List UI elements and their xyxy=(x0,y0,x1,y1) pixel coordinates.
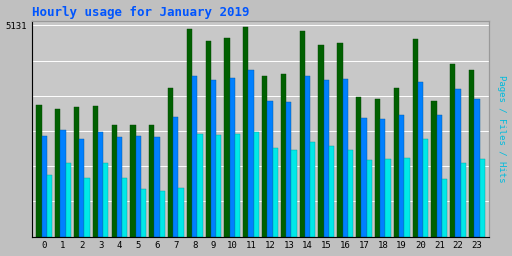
Bar xyxy=(93,106,98,237)
Bar xyxy=(197,134,203,237)
Bar xyxy=(230,78,235,237)
Bar xyxy=(375,99,380,237)
Bar xyxy=(267,101,272,237)
Bar xyxy=(141,189,146,237)
Bar xyxy=(112,125,117,237)
Bar xyxy=(173,117,179,237)
Bar xyxy=(36,105,41,237)
Bar xyxy=(179,188,184,237)
Bar xyxy=(413,39,418,237)
Bar xyxy=(442,178,447,237)
Bar xyxy=(60,130,66,237)
Bar xyxy=(103,163,109,237)
Bar xyxy=(404,158,410,237)
Bar xyxy=(47,175,52,237)
Bar xyxy=(224,38,230,237)
Bar xyxy=(380,119,386,237)
Bar xyxy=(310,142,315,237)
Bar xyxy=(155,136,160,237)
Bar xyxy=(281,74,286,237)
Bar xyxy=(399,115,404,237)
Bar xyxy=(480,159,485,237)
Bar xyxy=(41,136,47,237)
Bar xyxy=(386,159,391,237)
Bar xyxy=(272,148,278,237)
Bar xyxy=(243,27,248,237)
Bar xyxy=(206,41,211,237)
Bar xyxy=(254,132,259,237)
Bar xyxy=(291,150,296,237)
Bar xyxy=(187,29,192,237)
Bar xyxy=(248,70,254,237)
Bar xyxy=(461,163,466,237)
Bar xyxy=(329,146,334,237)
Bar xyxy=(343,79,348,237)
Bar xyxy=(356,98,361,237)
Bar xyxy=(131,125,136,237)
Text: Hourly usage for January 2019: Hourly usage for January 2019 xyxy=(32,6,249,18)
Bar xyxy=(286,102,291,237)
Bar xyxy=(55,109,60,237)
Bar xyxy=(160,191,165,237)
Bar xyxy=(168,88,173,237)
Bar xyxy=(394,88,399,237)
Y-axis label: Pages / Files / Hits: Pages / Files / Hits xyxy=(498,75,506,183)
Bar xyxy=(348,150,353,237)
Bar xyxy=(117,137,122,237)
Bar xyxy=(450,64,456,237)
Bar xyxy=(469,70,474,237)
Bar xyxy=(136,136,141,237)
Bar xyxy=(235,134,240,237)
Bar xyxy=(367,161,372,237)
Bar xyxy=(98,132,103,237)
Bar xyxy=(318,45,324,237)
Bar xyxy=(431,101,437,237)
Bar xyxy=(305,76,310,237)
Bar xyxy=(361,118,367,237)
Bar xyxy=(74,107,79,237)
Bar xyxy=(79,139,84,237)
Bar xyxy=(456,89,461,237)
Bar xyxy=(418,82,423,237)
Bar xyxy=(300,31,305,237)
Bar xyxy=(66,163,71,237)
Bar xyxy=(84,178,90,237)
Bar xyxy=(474,99,480,237)
Bar xyxy=(122,178,127,237)
Bar xyxy=(149,125,155,237)
Bar xyxy=(337,43,343,237)
Bar xyxy=(192,76,197,237)
Bar xyxy=(262,76,267,237)
Bar xyxy=(216,135,221,237)
Bar xyxy=(437,115,442,237)
Bar xyxy=(423,138,429,237)
Bar xyxy=(324,80,329,237)
Bar xyxy=(211,80,216,237)
